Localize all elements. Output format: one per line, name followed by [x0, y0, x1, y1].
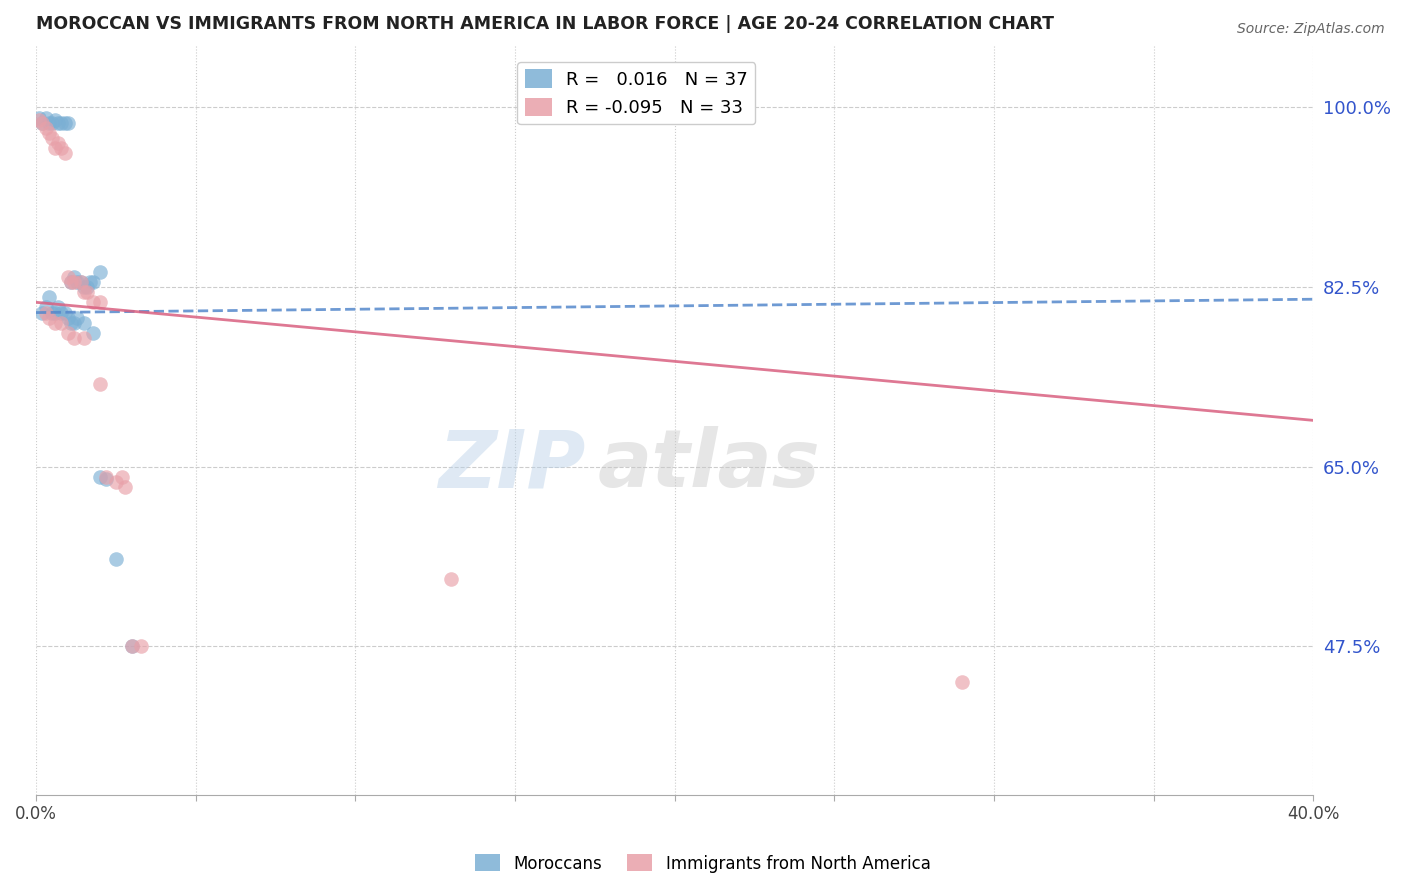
Point: [51, 305, 73, 319]
Point: [41, 131, 63, 145]
Point: [131, 639, 153, 653]
Point: [31, 305, 53, 319]
Point: [89, 377, 111, 392]
Point: [82, 326, 104, 340]
Text: ZIP: ZIP: [437, 426, 585, 504]
Text: atlas: atlas: [598, 426, 821, 504]
Point: [31, 116, 53, 130]
Point: [73, 331, 96, 345]
Point: [89, 470, 111, 484]
Point: [53, 146, 76, 161]
Point: [44, 305, 66, 319]
Point: [121, 639, 143, 653]
Point: [63, 269, 86, 284]
Point: [38, 116, 60, 130]
Point: [38, 290, 60, 304]
Point: [56, 269, 79, 284]
Point: [34, 301, 56, 315]
Point: [73, 280, 96, 294]
Point: [63, 316, 86, 330]
Point: [38, 126, 60, 140]
Point: [96, 472, 118, 486]
Point: [53, 305, 76, 319]
Point: [60, 316, 83, 330]
Point: [56, 116, 79, 130]
Point: [69, 275, 91, 289]
Point: [46, 136, 69, 151]
Point: [63, 275, 86, 289]
Point: [82, 295, 104, 310]
Point: [34, 120, 56, 135]
Point: [73, 285, 96, 299]
Legend: R =   0.016   N = 37, R = -0.095   N = 33: R = 0.016 N = 37, R = -0.095 N = 33: [517, 62, 755, 124]
Point: [53, 116, 76, 130]
Point: [76, 280, 98, 294]
Point: [28, 112, 51, 127]
Point: [950, 675, 973, 690]
Legend: Moroccans, Immigrants from North America: Moroccans, Immigrants from North America: [468, 847, 938, 880]
Point: [51, 116, 73, 130]
Point: [38, 310, 60, 325]
Point: [34, 111, 56, 125]
Point: [51, 316, 73, 330]
Text: Source: ZipAtlas.com: Source: ZipAtlas.com: [1237, 22, 1385, 37]
Point: [76, 285, 98, 299]
Point: [89, 264, 111, 278]
Point: [66, 275, 89, 289]
Point: [79, 275, 101, 289]
Point: [63, 331, 86, 345]
Text: MOROCCAN VS IMMIGRANTS FROM NORTH AMERICA IN LABOR FORCE | AGE 20-24 CORRELATION: MOROCCAN VS IMMIGRANTS FROM NORTH AMERIC…: [37, 15, 1054, 33]
Point: [60, 275, 83, 289]
Point: [51, 141, 73, 155]
Point: [69, 275, 91, 289]
Point: [89, 295, 111, 310]
Point: [56, 326, 79, 340]
Point: [41, 116, 63, 130]
Point: [44, 316, 66, 330]
Point: [104, 475, 127, 489]
Point: [28, 111, 51, 125]
Point: [82, 275, 104, 289]
Point: [31, 116, 53, 130]
Point: [56, 310, 79, 325]
Point: [46, 116, 69, 130]
Point: [104, 552, 127, 566]
Point: [96, 470, 118, 484]
Point: [44, 112, 66, 127]
Point: [41, 305, 63, 319]
Point: [34, 305, 56, 319]
Point: [121, 639, 143, 653]
Point: [60, 275, 83, 289]
Point: [440, 573, 463, 587]
Point: [111, 470, 134, 484]
Point: [73, 316, 96, 330]
Point: [66, 310, 89, 325]
Point: [114, 480, 136, 494]
Point: [46, 301, 69, 315]
Point: [44, 141, 66, 155]
